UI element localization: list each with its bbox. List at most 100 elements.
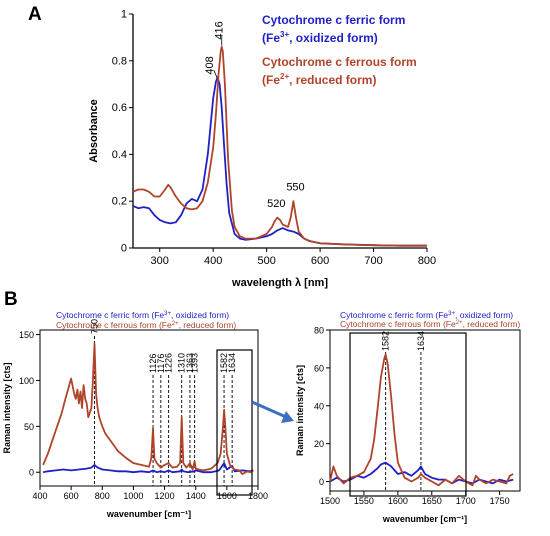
- legend-text: , reduced form): [463, 319, 521, 329]
- legend-text: (Fe: [262, 73, 280, 87]
- y-tick-label: 150: [19, 330, 34, 340]
- y-tick-label: 50: [24, 422, 34, 432]
- zoom-region-box: [216, 349, 253, 496]
- legend: Cytochrome c ferric form (Fe3+, oxidized…: [56, 310, 236, 330]
- y-axis-label: Absorbance: [88, 99, 100, 163]
- x-tick-label: 400: [32, 491, 47, 501]
- peak-label: 1582: [381, 331, 391, 351]
- legend-superscript: 2+: [172, 321, 179, 327]
- peak-label: 1393: [190, 353, 200, 373]
- legend-entry: Cytochrome c ferric form: [262, 13, 405, 27]
- panel-letter: A: [28, 4, 42, 25]
- y-axis-label: Raman intensity [cts]: [2, 362, 12, 453]
- y-tick-label: 0: [121, 243, 127, 255]
- arrow-shaft: [251, 400, 287, 419]
- peak-annotation: 408: [204, 56, 216, 74]
- legend: Cytochrome c ferric form (Fe3+, oxidized…: [340, 310, 520, 329]
- x-tick-label: 1650: [422, 496, 442, 506]
- legend-text: , oxidized form): [289, 31, 378, 45]
- legend-text: , reduced form): [179, 320, 237, 330]
- x-tick-label: 1600: [388, 496, 408, 506]
- legend-text: , oxidized form): [455, 310, 513, 320]
- zoom-arrow: [251, 400, 294, 423]
- plot-panel-3: 1500 1550 1600 1650 1700 1750 0 20 40 60 80 wavenum…: [295, 310, 521, 524]
- x-tick-label: 1800: [248, 491, 268, 501]
- annotation-pointer: [213, 69, 218, 78]
- legend: Cytochrome c ferric form(Fe3+, oxidized …: [262, 13, 417, 87]
- x-tick-label: 400: [204, 255, 222, 267]
- panel-letter: B: [4, 289, 18, 310]
- y-tick-label: 60: [314, 363, 324, 373]
- x-tick-label: 1700: [456, 496, 476, 506]
- y-tick-label: 80: [314, 326, 324, 336]
- series-line-ferrous: [42, 342, 254, 476]
- peak-label: 1226: [164, 353, 174, 373]
- x-tick-label: 300: [151, 255, 169, 267]
- y-tick-label: 0.4: [112, 149, 127, 161]
- legend-text: , reduced form): [289, 73, 376, 87]
- legend-entry: Cytochrome c ferrous form (Fe2+, reduced…: [56, 320, 236, 330]
- legend-text: , oxidized form): [171, 310, 229, 320]
- y-tick-label: 0.6: [112, 102, 127, 114]
- x-tick-label: 1400: [186, 491, 206, 501]
- legend-entry: (Fe2+, reduced form): [262, 72, 376, 87]
- legend-superscript: 3+: [448, 311, 455, 317]
- legend-text: Cytochrome c ferrous form (Fe: [340, 319, 456, 329]
- x-tick-label: 1600: [217, 491, 237, 501]
- y-tick-label: 0.8: [112, 55, 127, 67]
- legend-superscript: 2+: [280, 72, 289, 81]
- peak-label: 750: [90, 319, 100, 334]
- y-tick-label: 1: [121, 9, 127, 21]
- x-tick-label: 1200: [155, 491, 175, 501]
- y-tick-label: 100: [19, 376, 34, 386]
- peak-label: 1363: [185, 353, 195, 373]
- y-tick-label: 20: [314, 439, 324, 449]
- legend-superscript: 2+: [456, 320, 463, 326]
- x-tick-label: 800: [95, 491, 110, 501]
- x-tick-label: 700: [364, 255, 382, 267]
- series-line-ferric: [329, 461, 514, 485]
- y-tick-label: 0: [319, 477, 324, 487]
- x-tick-label: 800: [418, 255, 436, 267]
- x-tick-label: 600: [64, 491, 79, 501]
- legend-superscript: 3+: [164, 311, 171, 317]
- zoom-region-box: [349, 332, 467, 497]
- legend-text: (Fe: [262, 31, 280, 45]
- y-axis-label: Raman intensity [cts]: [295, 365, 305, 456]
- legend-entry: Cytochrome c ferrous form (Fe2+, reduced…: [340, 319, 520, 329]
- x-axis-label: wavenumber [cm⁻¹]: [382, 514, 467, 524]
- peak-label: 1582: [219, 353, 229, 373]
- legend-entry: Cytochrome c ferric form (Fe3+, oxidized…: [56, 310, 229, 320]
- plot-frame: [329, 329, 521, 492]
- series-line-ferric: [132, 76, 427, 247]
- peak-annotation: 416: [213, 21, 225, 39]
- arrow-head: [281, 411, 294, 423]
- series-line-ferric: [42, 462, 254, 474]
- legend-text: Cytochrome c ferric form (Fe: [56, 310, 164, 320]
- y-tick-label: 40: [314, 401, 324, 411]
- y-tick-label: 0: [29, 468, 34, 478]
- legend-entry: (Fe3+, oxidized form): [262, 30, 378, 45]
- peak-annotation: 550: [286, 182, 304, 194]
- legend-entry: Cytochrome c ferric form (Fe3+, oxidized…: [340, 310, 513, 320]
- peak-label: 1126: [148, 354, 158, 373]
- legend-text: Cytochrome c ferric form (Fe: [340, 310, 448, 320]
- plot-frame: [39, 329, 259, 487]
- x-tick-label: 1500: [320, 496, 340, 506]
- legend-text: Cytochrome c ferrous form (Fe: [56, 320, 172, 330]
- plot-panel-1: A 300 400 500 600 700 800 0 0.2 0.4 0.6 0.8 1 wavelen…: [28, 4, 436, 289]
- x-tick-label: 1000: [123, 491, 143, 501]
- x-tick-label: 1750: [490, 496, 510, 506]
- x-axis-label: wavelength λ [nm]: [231, 277, 328, 289]
- series-line-ferrous: [329, 353, 514, 487]
- x-axis-label: wavenumber [cm⁻¹]: [106, 509, 191, 519]
- legend-entry: Cytochrome c ferrous form: [262, 55, 417, 69]
- series-line-ferrous: [132, 45, 427, 247]
- y-tick-label: 0.2: [112, 196, 127, 208]
- legend-superscript: 3+: [280, 30, 289, 39]
- x-tick-label: 1550: [354, 496, 374, 506]
- peak-label: 1310: [177, 353, 187, 373]
- peak-annotation: 520: [267, 198, 285, 210]
- plot-panel-2: B 400 600 800 1000 1200 1400 1600 1800 0 50 100 150 w…: [2, 289, 268, 519]
